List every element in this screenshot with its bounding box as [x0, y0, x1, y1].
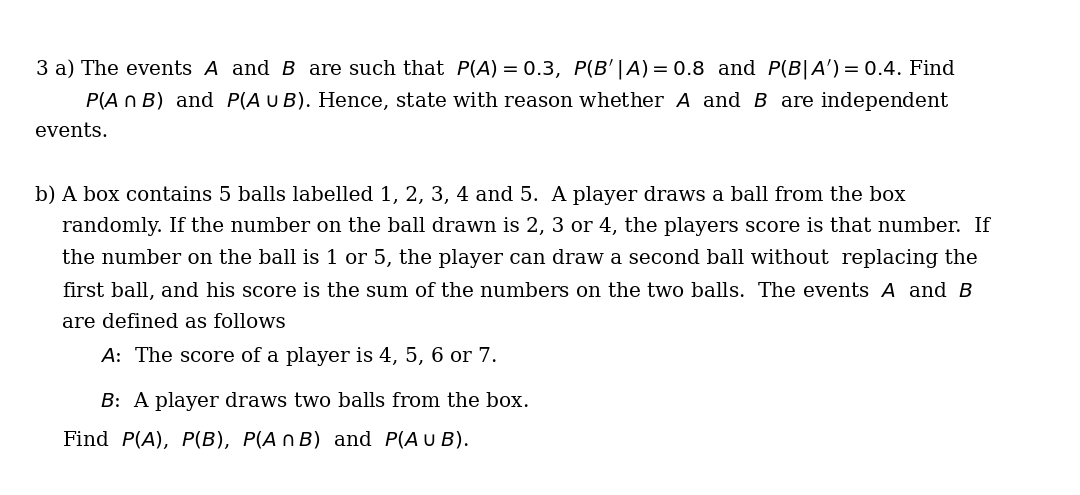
Text: b) A box contains 5 balls labelled 1, 2, 3, 4 and 5.  A player draws a ball from: b) A box contains 5 balls labelled 1, 2,…: [35, 185, 906, 204]
Text: randomly. If the number on the ball drawn is 2, 3 or 4, the players score is tha: randomly. If the number on the ball draw…: [62, 217, 989, 236]
Text: events.: events.: [35, 122, 108, 141]
Text: $A$:  The score of a player is 4, 5, 6 or 7.: $A$: The score of a player is 4, 5, 6 or…: [100, 345, 497, 368]
Text: are defined as follows: are defined as follows: [62, 313, 286, 332]
Text: 3 a) The events  $A$  and  $B$  are such that  $P(A) =0.3$,  $P(B'\,|\,A) =0.8$ : 3 a) The events $A$ and $B$ are such tha…: [35, 58, 956, 82]
Text: first ball, and his score is the sum of the numbers on the two balls.  The event: first ball, and his score is the sum of …: [62, 281, 973, 302]
Text: $P(A\cap B)$  and  $P(A\cup B)$. Hence, state with reason whether  $A$  and  $B$: $P(A\cap B)$ and $P(A\cup B)$. Hence, st…: [85, 90, 949, 113]
Text: $B$:  A player draws two balls from the box.: $B$: A player draws two balls from the b…: [100, 390, 528, 413]
Text: Find  $P(A)$,  $P(B)$,  $P(A\cap B)$  and  $P(A\cup B)$.: Find $P(A)$, $P(B)$, $P(A\cap B)$ and $P…: [62, 430, 469, 451]
Text: the number on the ball is 1 or 5, the player can draw a second ball without  rep: the number on the ball is 1 or 5, the pl…: [62, 249, 977, 268]
